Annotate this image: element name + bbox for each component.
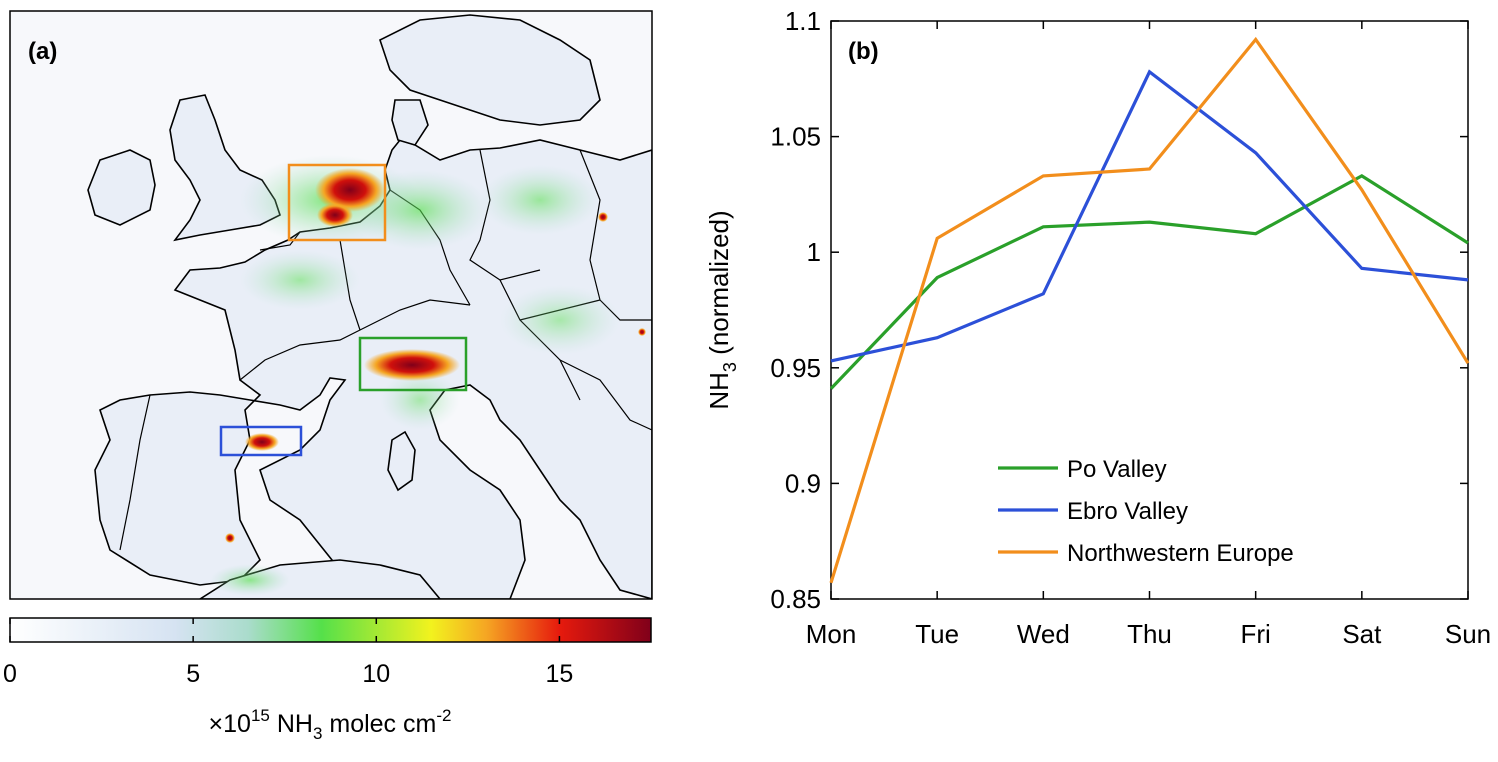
x-tick-label-mon: Mon xyxy=(806,619,857,649)
chart-frame xyxy=(830,20,1469,600)
colorbar-label: ×1015 NH3 molec cm-2 xyxy=(209,706,452,743)
x-tick-label-thu: Thu xyxy=(1127,619,1172,649)
x-axis: Mon Tue Wed Thu Fri Sat Sun xyxy=(806,21,1491,649)
region-box-po-valley xyxy=(358,336,468,392)
x-tick-label-sun: Sun xyxy=(1445,619,1491,649)
legend-label-po-valley: Po Valley xyxy=(1067,456,1167,483)
colorbar-tick-label-2: 10 xyxy=(362,660,390,688)
region-box-ebro-valley xyxy=(219,425,303,457)
land-sardinia xyxy=(387,430,416,492)
colorbar-tick-label-1: 5 xyxy=(186,660,200,688)
y-tick-label-0: 0.85 xyxy=(770,584,821,614)
x-tick-label-fri: Fri xyxy=(1241,619,1271,649)
colorbar-ticks: 0 5 10 15 xyxy=(3,618,573,688)
land-ireland xyxy=(87,149,156,226)
panel-b-label: (b) xyxy=(848,38,879,65)
x-tick-label-tue: Tue xyxy=(915,619,959,649)
y-tick-label-5: 1.1 xyxy=(785,6,821,36)
land-denmark xyxy=(391,99,429,146)
y-axis: 0.85 0.9 0.95 1 1.05 1.1 xyxy=(770,6,1468,614)
y-tick-label-2: 0.95 xyxy=(770,353,821,383)
y-tick-label-3: 1 xyxy=(807,237,821,267)
panel-a-label: (a) xyxy=(28,38,57,65)
line-chart: (b) 0.85 0.9 0.95 1 1.05 1.1 Mon Tue Wed Thu Fri S… xyxy=(704,6,1491,649)
land-scandinavia xyxy=(379,14,601,126)
legend-label-ebro-valley: Ebro Valley xyxy=(1067,498,1188,525)
x-tick-label-sat: Sat xyxy=(1342,619,1382,649)
series-lines xyxy=(829,36,1470,584)
y-axis-label: NH3 (normalized) xyxy=(704,210,740,409)
x-tick-label-wed: Wed xyxy=(1017,619,1070,649)
map-content xyxy=(87,14,652,599)
colorbar-bar xyxy=(9,617,652,643)
region-box-northwestern-europe xyxy=(287,163,387,242)
map-panel: (a) xyxy=(9,10,653,600)
y-tick-label-4: 1.05 xyxy=(770,122,821,152)
legend-label-northwestern-europe: Northwestern Europe xyxy=(1067,540,1294,567)
colorbar: 0 5 10 15 ×1015 NH3 molec cm-2 xyxy=(3,617,652,743)
legend: Po Valley Ebro Valley Northwestern Europe xyxy=(998,456,1294,567)
map-frame xyxy=(9,10,653,600)
y-tick-label-1: 0.9 xyxy=(785,468,821,498)
colorbar-tick-label-0: 0 xyxy=(3,660,17,688)
colorbar-tick-label-3: 15 xyxy=(546,660,574,688)
